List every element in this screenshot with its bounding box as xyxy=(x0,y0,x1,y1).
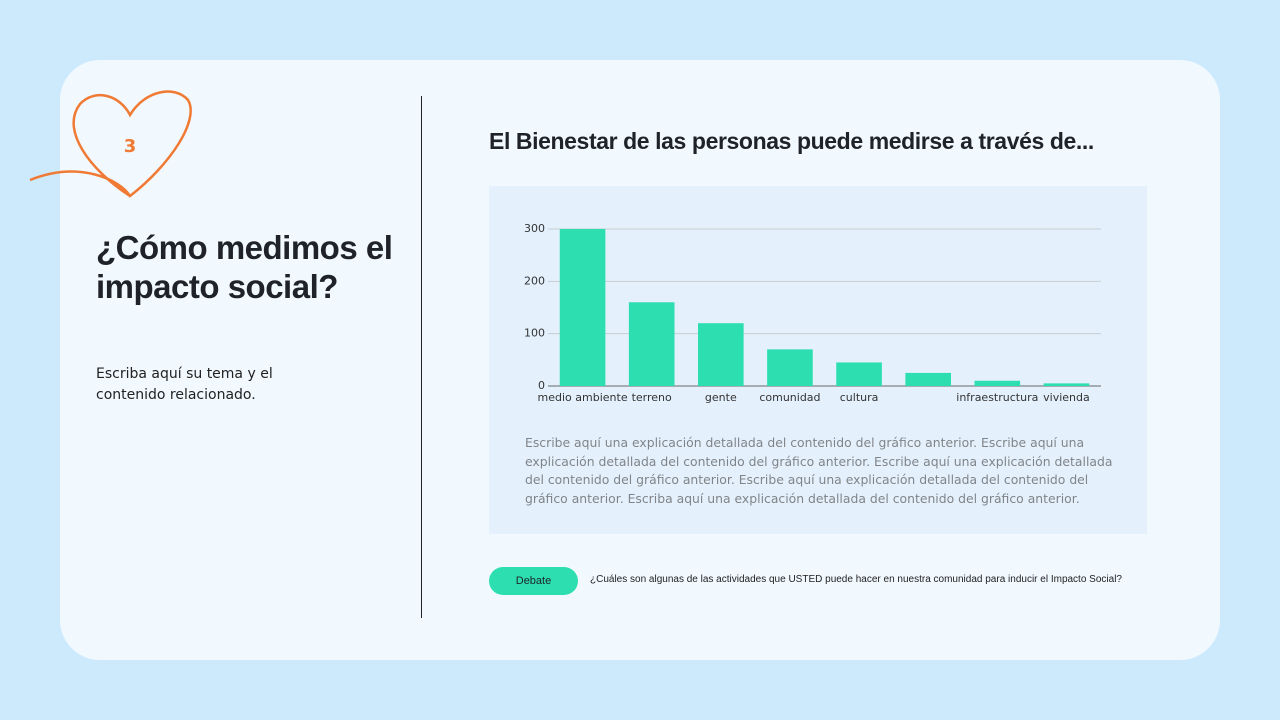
heart-icon: 3 xyxy=(29,90,192,198)
bar xyxy=(974,380,1021,386)
heart-outline xyxy=(29,90,192,198)
chart: 0 100 200 300 medio ambiente terreno gente comu… xyxy=(524,222,1101,404)
x-tick-label: cultura xyxy=(840,391,879,404)
question: ¿Cuáles son algunas de las actividades q… xyxy=(590,574,1122,585)
x-tick-label: terreno xyxy=(632,391,672,404)
bar xyxy=(836,362,882,386)
x-tick-label: vivienda xyxy=(1043,391,1090,404)
subtitle: Escriba aquí su tema y el contenido rela… xyxy=(96,366,273,403)
debate-button[interactable]: Debate xyxy=(489,567,578,595)
x-tick-label: medio ambiente xyxy=(538,391,628,404)
bar xyxy=(905,372,951,386)
chart-title: El Bienestar de las personas puede medir… xyxy=(489,128,1094,154)
x-tick-label: infraestructura xyxy=(956,391,1038,404)
y-tick-label: 300 xyxy=(524,222,545,235)
slide-number: 3 xyxy=(124,136,137,157)
heading: ¿Cómo medimos el impacto social? xyxy=(96,229,393,305)
divider xyxy=(421,96,422,618)
bar xyxy=(628,302,675,386)
bar xyxy=(698,323,744,386)
bar xyxy=(559,229,606,386)
explanation: Escribe aquí una explicación detallada d… xyxy=(525,435,1113,506)
y-tick-label: 200 xyxy=(524,274,545,287)
bar xyxy=(767,349,813,386)
bar xyxy=(1043,383,1090,386)
x-tick-label: comunidad xyxy=(759,391,820,404)
y-tick-label: 100 xyxy=(524,327,545,340)
x-tick-label: gente xyxy=(705,391,737,404)
y-tick-label: 0 xyxy=(538,379,545,392)
